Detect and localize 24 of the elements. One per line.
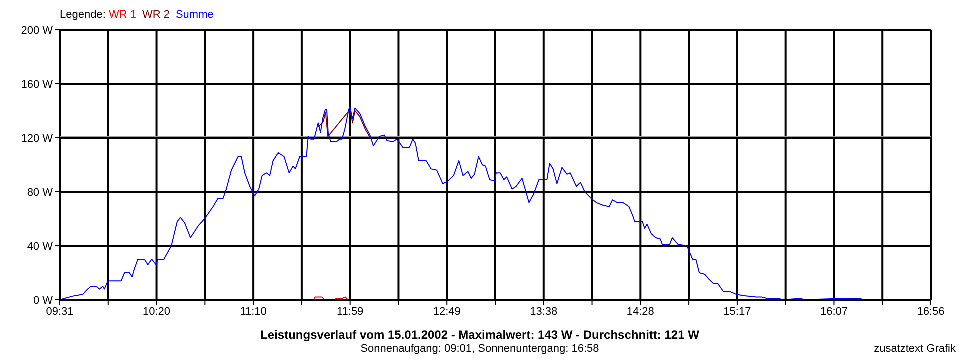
y-tick-label: 0 W [33, 294, 54, 307]
x-tick-label: 16:56 [917, 306, 945, 318]
y-tick-label: 80 W [27, 186, 54, 199]
y-tick-label: 40 W [27, 240, 54, 253]
text: Leistungsverlauf vom 15.01.2002 - Maximalwert: 143 W - Durchschnitt: 121 W [260, 328, 700, 342]
text: zusatztext Grafik [874, 343, 956, 355]
x-tick-label: 09:31 [46, 306, 74, 318]
x-tick-label: 14:28 [626, 306, 654, 318]
line-series [318, 109, 371, 138]
x-tick-label: 10:20 [143, 306, 171, 318]
x-tick-label: 16:07 [820, 306, 848, 318]
text: WR 2 [142, 9, 170, 21]
x-tick-label: 11:10 [240, 306, 267, 318]
text: WR 1 [108, 9, 136, 21]
legend-title: Legende: [60, 9, 107, 21]
y-tick-label: 160 W [21, 78, 54, 91]
x-tick-label: 13:38 [530, 306, 558, 318]
text: Sonnenaufgang: 09:01, Sonnenuntergang: 16:58 [360, 343, 600, 355]
x-tick-label: 15:17 [724, 306, 752, 318]
x-tick-label: 12:49 [433, 306, 461, 318]
text: Summe [176, 9, 214, 21]
y-tick-label: 120 W [21, 132, 54, 145]
y-tick-label: 200 W [21, 24, 54, 37]
x-tick-label: 11:59 [336, 306, 364, 318]
